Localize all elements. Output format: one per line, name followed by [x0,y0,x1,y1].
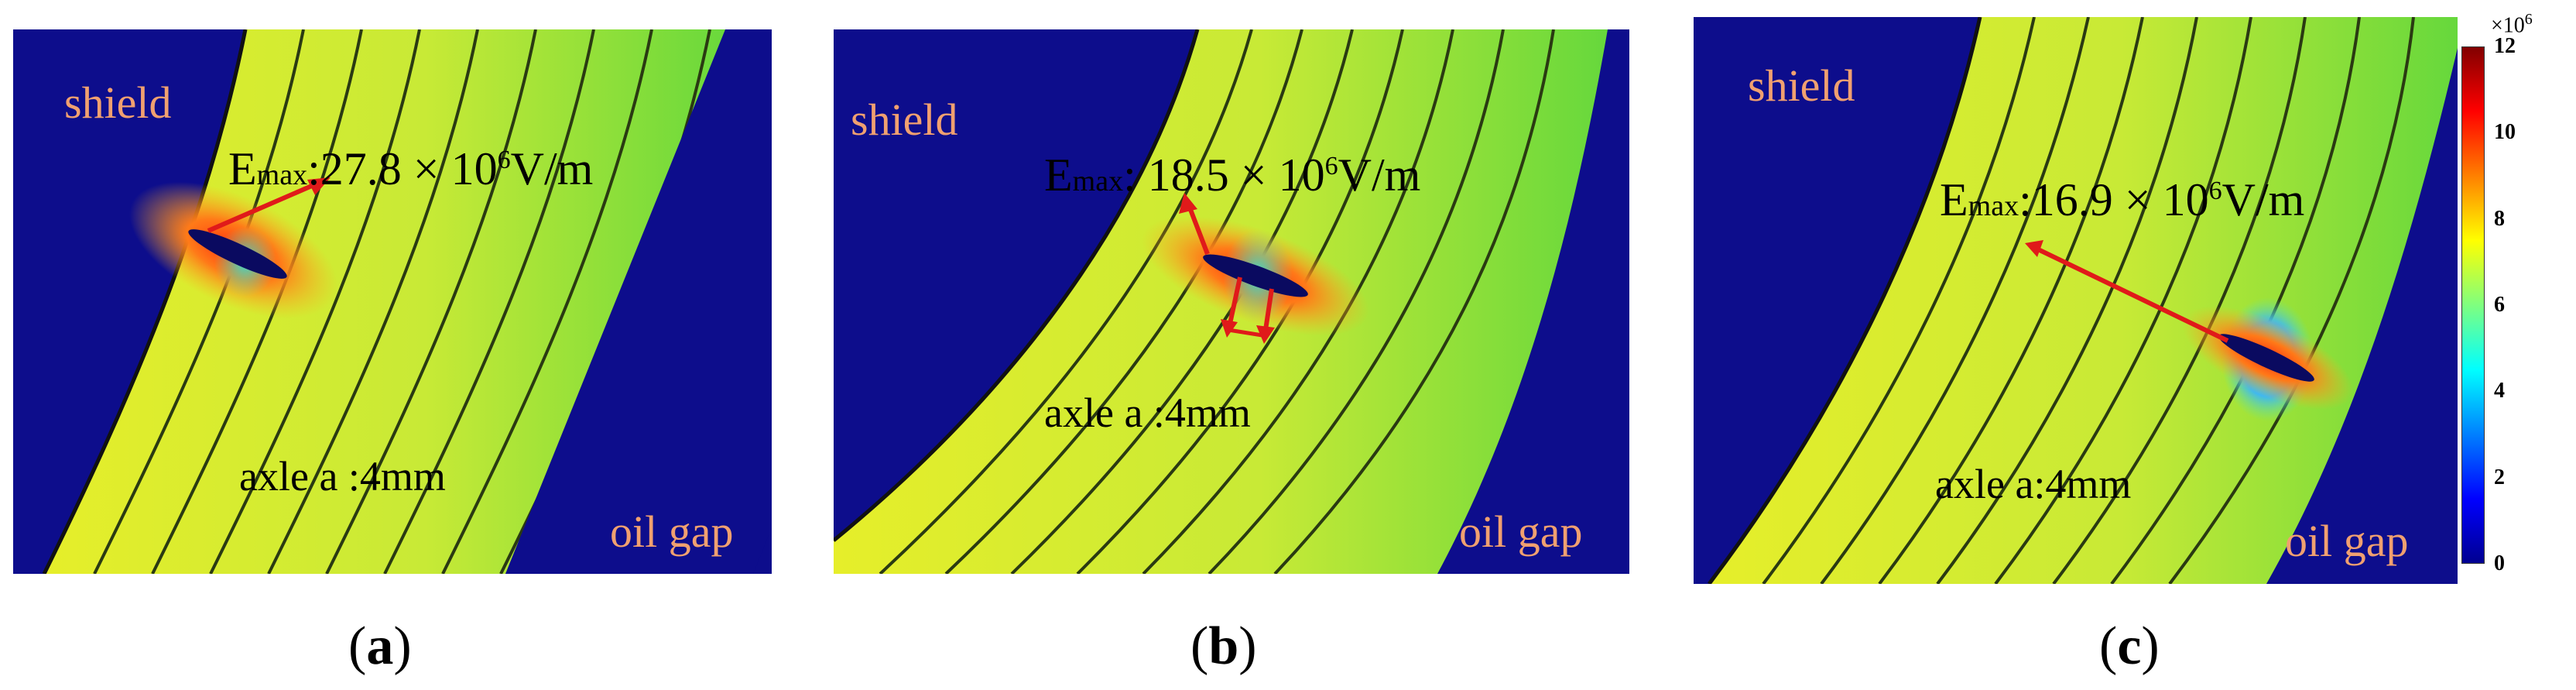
caption-b: (b) [1190,616,1257,676]
field-plot-b [834,29,1629,574]
emax-label: Emax:16.9 × 106V/m [1940,174,2305,225]
colorbar-tick-label: 2 [2494,465,2505,489]
panel-b: shield Emax: 18.5 × 106V/m axle a :4mm o… [834,29,1629,574]
shield-label: shield [851,94,958,145]
field-plot-c [1694,17,2458,584]
defect-void [2218,334,2314,382]
colorbar-gradient [2461,46,2485,564]
axle-label: axle a:4mm [1935,461,2132,507]
emax-arrow [1187,206,1210,256]
defect-void [188,229,287,279]
shield-label: shield [1748,60,1855,111]
emax-label: Emax:27.8 × 106V/m [228,143,594,194]
oil-gap-label: oil gap [1459,506,1583,557]
colorbar-tick-label: 4 [2494,379,2505,403]
caption-c: (c) [2099,616,2160,676]
panel-a: shield Emax:27.8 × 106V/m axle a :4mm [13,29,772,574]
emax-arrow [207,180,320,233]
emax-label: Emax: 18.5 × 106V/m [1044,149,1421,201]
colorbar-tick-label: 8 [2494,206,2505,231]
defect-void [1203,254,1308,297]
emax-arrow [2036,247,2229,343]
axle-label: axle a :4mm [1044,390,1251,436]
colorbar-tick-label: 0 [2494,551,2505,575]
oil-gap-label: oil gap [610,506,734,557]
colorbar-tick-label: 12 [2494,34,2516,58]
shield-label: shield [64,77,172,128]
emax-arrow [1263,288,1274,331]
caption-a: (a) [348,616,412,676]
colorbar-tick-label: 10 [2494,120,2516,145]
oil-gap-label: oil gap [2285,516,2409,566]
field-plot-a [13,29,772,574]
emax-arrow [1228,276,1242,324]
colorbar-tick-label: 6 [2494,293,2505,317]
axle-label: axle a :4mm [239,453,446,499]
colorbar [2461,46,2485,564]
colorbar-multiplier: ×106 [2491,11,2533,38]
panel-c: shield Emax:16.9 × 106V/m axle a:4mm oil… [1694,17,2458,584]
